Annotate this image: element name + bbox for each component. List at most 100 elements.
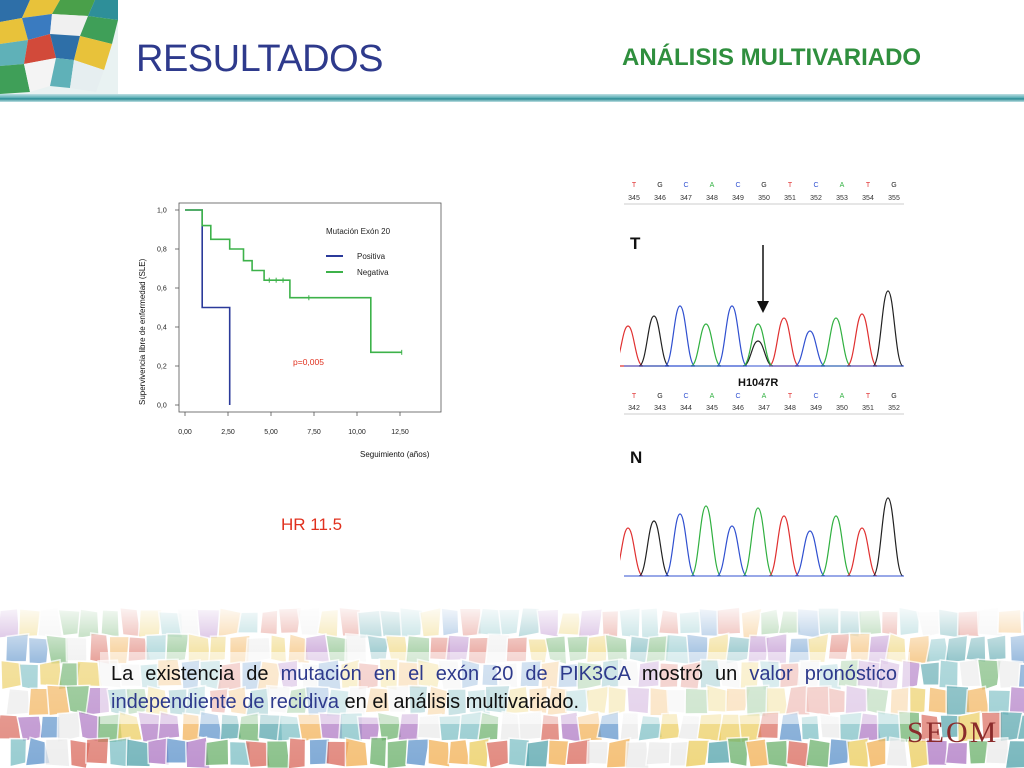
trace-peak <box>716 305 748 367</box>
base-letter: A <box>762 393 767 400</box>
mutant-label: T <box>630 234 641 253</box>
base-letter: T <box>788 182 793 189</box>
trace-peak <box>664 305 696 367</box>
y-tick-label: 1,0 <box>157 208 167 215</box>
base-position: 344 <box>680 405 692 412</box>
mutant-position-row: 345 346 347 348 349 350 351 352 353 354 355 <box>628 195 900 202</box>
base-letter: C <box>683 393 688 400</box>
base-letter: A <box>710 182 715 189</box>
header-divider <box>0 94 1024 102</box>
hazard-ratio: HR 11.5 <box>281 515 343 534</box>
series-layer <box>185 209 403 405</box>
base-letter: T <box>788 393 793 400</box>
base-position: 346 <box>732 405 744 412</box>
base-letter: T <box>632 182 637 189</box>
base-position: 348 <box>784 405 796 412</box>
base-position: 351 <box>862 405 874 412</box>
base-letter: A <box>710 393 715 400</box>
x-tick-label: 5,00 <box>264 429 278 436</box>
base-position: 349 <box>732 195 744 202</box>
trace-peak <box>620 325 644 367</box>
mosaic-banner <box>0 600 1024 768</box>
normal-chromatogram <box>620 497 904 577</box>
mutation-name: H1047R <box>738 377 778 389</box>
base-letter: C <box>735 393 740 400</box>
conclusion-part-2: mostró un <box>629 663 750 685</box>
base-position: 352 <box>888 405 900 412</box>
base-letter: G <box>657 393 662 400</box>
base-position: 349 <box>810 405 822 412</box>
trace-peak <box>742 507 774 577</box>
base-position: 355 <box>888 195 900 202</box>
y-tick-label: 0,6 <box>157 286 167 293</box>
base-position: 354 <box>862 195 874 202</box>
base-position: 345 <box>628 195 640 202</box>
trace-peak <box>620 527 644 577</box>
base-letter: G <box>891 182 896 189</box>
trace-peak <box>638 315 670 367</box>
base-letter: A <box>840 393 845 400</box>
base-position: 352 <box>810 195 822 202</box>
y-tick-label: 0,8 <box>157 247 167 254</box>
base-letter: T <box>866 393 871 400</box>
trace-peak <box>742 340 774 367</box>
trace-peak <box>638 520 670 577</box>
y-axis-ticks: 0,0 0,2 0,4 0,6 0,8 1,0 <box>157 208 179 410</box>
mutation-arrow-head <box>757 301 769 313</box>
seom-logo: SEOM <box>907 716 999 749</box>
normal-position-row: 342 343 344 345 346 347 348 349 350 351 352 <box>628 405 900 412</box>
trace-peak <box>690 323 722 367</box>
x-axis-ticks: 0,00 2,50 5,00 7,50 10,00 12,50 <box>178 412 409 436</box>
trace-peak <box>820 317 852 367</box>
p-value-annotation: p=0,005 <box>293 357 324 367</box>
base-letter: C <box>813 393 818 400</box>
base-letter: T <box>632 393 637 400</box>
trace-peak <box>872 290 904 367</box>
plot-frame <box>178 202 442 413</box>
conclusion-highlight-2: valor pronóstico independiente de recidi… <box>111 663 897 713</box>
sequencing-panel: T G C A C G T C A T G 345 346 347 348 349 350 351 352 353 3… <box>620 182 904 577</box>
base-letter: C <box>813 182 818 189</box>
x-tick-label: 12,50 <box>391 429 409 436</box>
base-position: 350 <box>758 195 770 202</box>
normal-label: N <box>630 448 642 467</box>
legend-label-negativa: Negativa <box>357 268 389 277</box>
base-letter: G <box>891 393 896 400</box>
y-tick-label: 0,2 <box>157 364 167 371</box>
base-letter: C <box>683 182 688 189</box>
km-survival-chart: 0,0 0,2 0,4 0,6 0,8 1,0 0,00 2,50 5,00 7,50 10,00… <box>138 202 442 459</box>
y-tick-label: 0,0 <box>157 403 167 410</box>
trace-peak <box>690 505 722 577</box>
base-letter: G <box>761 182 766 189</box>
base-position: 353 <box>836 195 848 202</box>
trace-peak <box>742 323 774 367</box>
x-tick-label: 0,00 <box>178 429 192 436</box>
trace-peak <box>820 515 852 577</box>
base-letter: G <box>657 182 662 189</box>
x-tick-label: 10,00 <box>348 429 366 436</box>
series-line-negativa <box>185 209 402 354</box>
trace-peak <box>846 527 878 577</box>
base-position: 343 <box>654 405 666 412</box>
x-tick-label: 7,50 <box>307 429 321 436</box>
conclusion-part-1: La existencia de <box>111 663 281 685</box>
base-position: 351 <box>784 195 796 202</box>
x-axis-title: Seguimiento (años) <box>360 450 430 459</box>
base-position: 347 <box>680 195 692 202</box>
trace-peak <box>768 515 800 577</box>
trace-peak <box>768 317 800 367</box>
trace-peak <box>846 313 878 367</box>
base-position: 345 <box>706 405 718 412</box>
base-letter: T <box>866 182 871 189</box>
conclusion-text: La existencia de mutación en el exón 20 … <box>111 660 897 716</box>
trace-peak <box>664 513 696 577</box>
conclusion-part-3: en el análisis multivariado. <box>338 691 580 713</box>
trace-peak <box>872 497 904 577</box>
y-axis-title: Supervivencia libre de enfermedad (SLE) <box>138 258 147 405</box>
base-letter: C <box>735 182 740 189</box>
trace-peak <box>794 530 826 577</box>
base-position: 347 <box>758 405 770 412</box>
